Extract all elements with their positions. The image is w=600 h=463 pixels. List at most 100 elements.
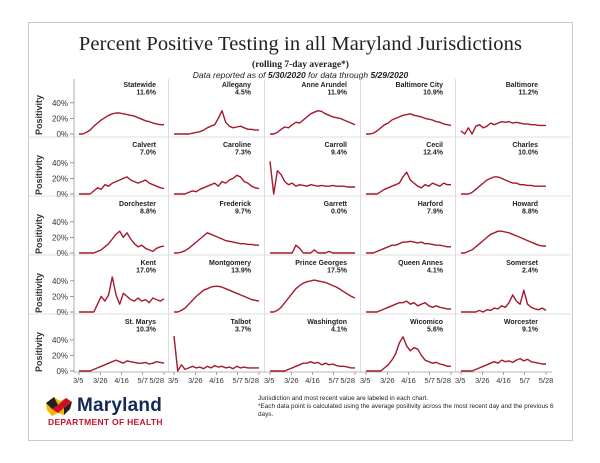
series-line (461, 230, 546, 254)
x-tick-label: 3/5 (455, 376, 465, 385)
y-tick-label: 40% (52, 218, 68, 227)
y-tick-label: 40% (52, 159, 68, 168)
panel-title: Washington (307, 319, 347, 326)
chart-subtitle: (rolling 7-day average*) (252, 60, 349, 70)
panel-title: Statewide (123, 82, 156, 89)
x-tick-label: 5/28 (244, 376, 259, 385)
panel-title: Somerset (506, 260, 539, 267)
series-line (270, 279, 356, 313)
panel-last-value: 7.3% (235, 150, 252, 157)
panel-last-value: 2.4% (522, 268, 539, 275)
x-tick-label: 4/16 (496, 376, 511, 385)
x-tick-label: 3/26 (93, 376, 108, 385)
footer-note-line-1: Jurisdiction and most recent value are l… (258, 395, 429, 402)
y-tick-label: 20% (52, 351, 68, 360)
footer-note-line-2: *Each data point is calculated using the… (258, 403, 554, 419)
panel-title: Queen Annes (398, 260, 443, 267)
x-tick-label: 5/7 (425, 376, 435, 385)
y-tick-label: 40% (52, 99, 68, 108)
panel-title: Kent (140, 260, 156, 267)
y-tick-label: 0% (56, 308, 68, 317)
panel-title: Cecil (426, 142, 443, 149)
y-axis-label: Positivity (34, 214, 44, 254)
x-tick-label: 5/28 (149, 376, 164, 385)
panel-last-value: 11.9% (328, 90, 348, 97)
series-line (79, 176, 165, 195)
panel-last-value: 17.0% (136, 268, 157, 275)
panel-title: Calvert (132, 142, 156, 149)
x-tick-label: 3/26 (284, 376, 299, 385)
series-line (461, 289, 547, 313)
panel-title: Charles (512, 142, 538, 149)
series-line (174, 232, 259, 254)
panel-title: Worcester (504, 319, 538, 326)
x-tick-label: 5/28 (436, 376, 451, 385)
panel-title: Baltimore (506, 82, 538, 89)
data-note-date-through: 5/29/2020 (370, 70, 409, 80)
y-tick-label: 0% (56, 190, 68, 199)
panel-last-value: 8.8% (522, 209, 539, 216)
series-line (173, 335, 259, 372)
series-line (79, 230, 165, 254)
panel-last-value: 4.5% (235, 90, 252, 97)
data-note-mid: for data through (305, 70, 371, 80)
series-line (269, 161, 355, 195)
x-tick-label: 3/5 (360, 376, 370, 385)
x-tick-label: 3/26 (475, 376, 490, 385)
y-axis-label: Positivity (34, 95, 44, 135)
y-tick-label: 20% (52, 114, 68, 123)
y-tick-label: 0% (56, 367, 68, 376)
panel-last-value: 0.0% (331, 209, 348, 216)
x-tick-label: 3/5 (73, 376, 83, 385)
panel-last-value: 4.1% (427, 268, 444, 275)
panel-title: Garrett (324, 201, 348, 208)
panel-last-value: 9.4% (331, 150, 348, 157)
panel-title: Allegany (222, 82, 251, 89)
panel-last-value: 7.9% (427, 209, 444, 216)
panel-title: Carroll (324, 142, 347, 149)
x-tick-label: 5/28 (539, 376, 554, 385)
x-tick-label: 4/16 (114, 376, 129, 385)
panel-last-value: 10.9% (423, 90, 444, 97)
y-tick-label: 20% (52, 292, 68, 301)
chart-title: Percent Positive Testing in all Maryland… (78, 33, 523, 55)
panel-title: Talbot (231, 319, 252, 326)
series-line (270, 244, 355, 254)
panel-title: Frederick (219, 201, 251, 208)
x-tick-label: 3/5 (264, 376, 274, 385)
y-tick-label: 40% (52, 277, 68, 286)
data-note-prefix: Data reported as of (192, 70, 268, 80)
panel-title: Prince Georges (295, 260, 347, 267)
x-tick-label: 3/26 (188, 376, 203, 385)
panel-title: Harford (418, 201, 443, 208)
series-line (79, 359, 165, 372)
panel-last-value: 13.9% (231, 268, 252, 275)
panel-title: Anne Arundel (301, 82, 347, 89)
y-axis-label: Positivity (34, 273, 44, 313)
panel-last-value: 17.5% (327, 268, 348, 275)
y-tick-label: 20% (52, 233, 68, 242)
y-tick-label: 0% (56, 249, 68, 258)
panel-last-value: 9.1% (522, 327, 539, 334)
y-tick-label: 0% (56, 130, 68, 139)
logo-wordmark: Maryland (77, 395, 163, 416)
series-line (174, 110, 259, 135)
